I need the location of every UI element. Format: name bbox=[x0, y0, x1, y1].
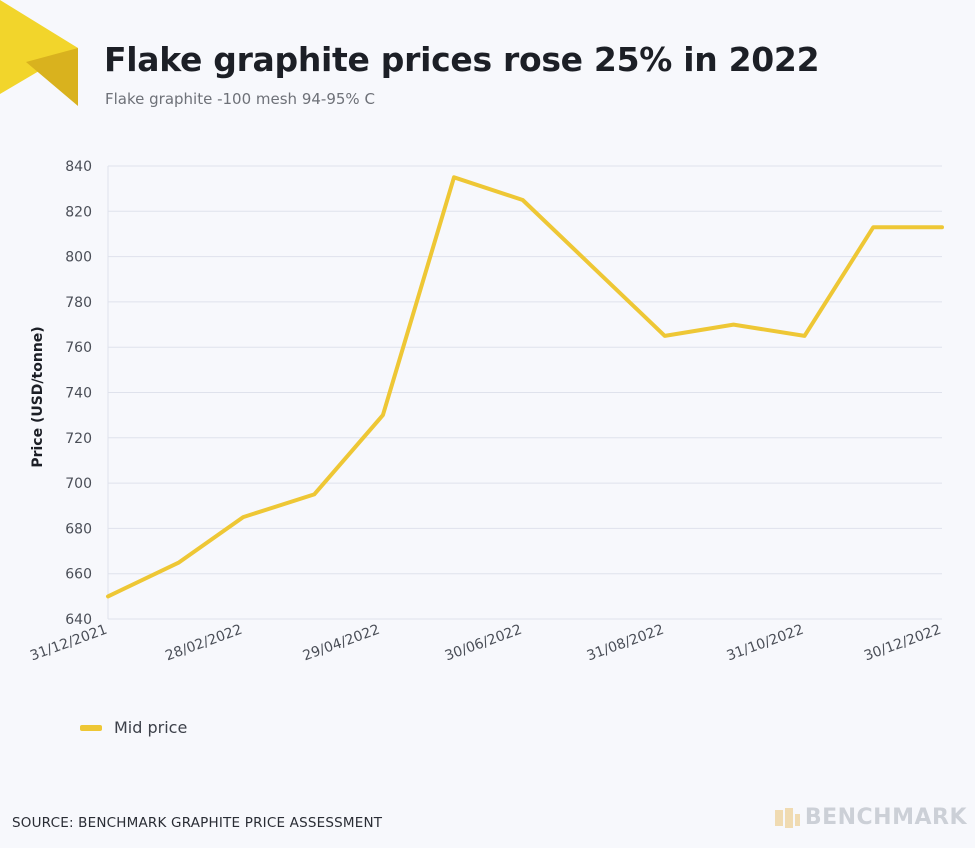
source-note: SOURCE: BENCHMARK GRAPHITE PRICE ASSESSM… bbox=[12, 815, 383, 831]
y-axis-ticks: 640 660 680 700 720 740 760 780 800 820 840 bbox=[65, 159, 92, 628]
y-tick-label: 800 bbox=[65, 250, 92, 266]
y-tick-label: 820 bbox=[65, 204, 92, 220]
gridlines bbox=[107, 165, 942, 620]
chart-subtitle: Flake graphite -100 mesh 94-95% C bbox=[105, 90, 375, 108]
x-tick-label: 30/06/2022 bbox=[443, 622, 524, 665]
legend-label: Mid price bbox=[114, 718, 188, 737]
logo-mark-light bbox=[0, 0, 78, 94]
x-tick-label: 31/08/2022 bbox=[585, 622, 666, 665]
y-tick-label: 840 bbox=[65, 159, 92, 175]
legend: Mid price bbox=[80, 718, 187, 737]
y-tick-label: 760 bbox=[65, 340, 92, 356]
y-tick-label: 740 bbox=[65, 386, 92, 402]
benchmark-logo-icon bbox=[774, 807, 800, 828]
x-tick-label: 29/04/2022 bbox=[301, 622, 382, 665]
y-tick-label: 780 bbox=[65, 295, 92, 311]
x-tick-label: 28/02/2022 bbox=[163, 622, 244, 665]
x-axis-ticks: 31/12/2021 28/02/2022 29/04/2022 30/06/2022… bbox=[28, 622, 943, 665]
x-tick-label: 31/10/2022 bbox=[725, 622, 806, 665]
series-layer bbox=[106, 175, 944, 599]
brand-logo: BENCHMARK bbox=[773, 805, 967, 830]
y-tick-label: 640 bbox=[65, 612, 92, 628]
y-tick-label: 720 bbox=[65, 431, 92, 447]
x-tick-label: 30/12/2022 bbox=[862, 622, 943, 665]
y-axis-title: Price (USD/tonne) bbox=[30, 326, 46, 467]
chart-title: Flake graphite prices rose 25% in 2022 bbox=[104, 40, 820, 79]
brand-name: BENCHMARK bbox=[804, 805, 967, 830]
logo-mark bbox=[0, 0, 78, 106]
logo-mark-dark bbox=[26, 48, 78, 106]
legend-swatch bbox=[80, 724, 102, 731]
series-line-mid-price bbox=[106, 175, 944, 599]
y-tick-label: 700 bbox=[65, 476, 92, 492]
y-tick-label: 660 bbox=[65, 567, 92, 583]
y-tick-label: 680 bbox=[65, 521, 92, 537]
x-tick-label: 31/12/2021 bbox=[28, 622, 109, 665]
